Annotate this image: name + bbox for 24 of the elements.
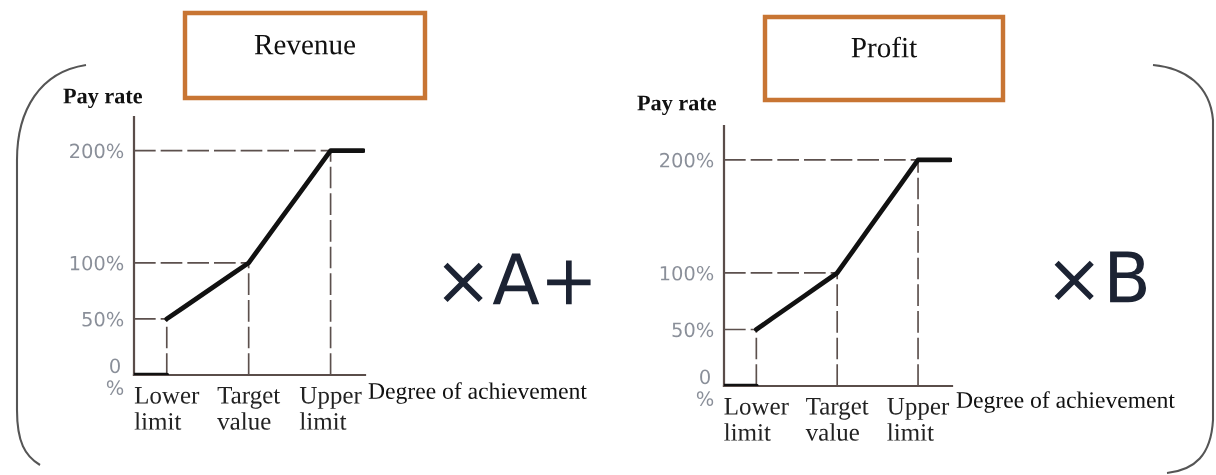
y-axis-title: Pay rate [63,88,143,109]
text: ×B [1054,251,1146,303]
y-tick-label: 50% [672,322,714,338]
x-tick-label: Target value [805,398,869,441]
x-tick-label: Lower limit [724,398,789,441]
line-series [753,157,952,332]
y-tick-label: 50% [82,311,124,327]
y-tick-label: 0 % [106,358,124,396]
x-tick-label: Upper limit [887,398,950,441]
x-axis-title: Degree of achievement [368,382,587,404]
x-tick-label: Target value [217,387,281,430]
text: ×A+ [443,253,591,305]
y-tick-label: 200% [660,152,714,168]
y-tick-label: 100% [660,265,714,281]
x-tick-label: Lower limit [134,387,200,430]
chart-title: Revenue [254,35,356,55]
y-tick-label: 0 % [696,369,714,407]
line-series [164,148,365,322]
y-tick-label: 100% [70,255,124,271]
y-axis-title: Pay rate [637,95,717,116]
y-tick-label: 200% [70,143,124,159]
chart-title: Profit [851,36,918,58]
x-axis-title: Degree of achievement [956,391,1175,413]
x-tick-label: Upper limit [299,387,362,430]
